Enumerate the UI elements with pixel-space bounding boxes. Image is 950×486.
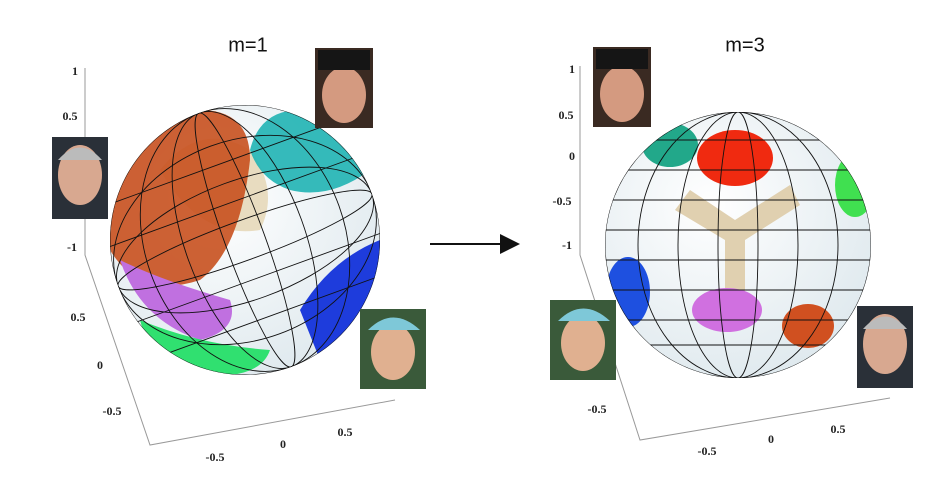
- face-photo: [52, 137, 108, 219]
- axis-tick-label: 0.5: [831, 422, 846, 436]
- axis-tick-label: -0.5: [588, 402, 607, 416]
- axis-tick-label: 0.5: [71, 310, 86, 324]
- axis-tick-label: 0: [97, 358, 103, 372]
- axis-tick-label: 1: [72, 64, 78, 78]
- face-photo: [593, 47, 651, 127]
- face-photo: [315, 48, 373, 128]
- axis-tick-label: 0.5: [559, 108, 574, 122]
- axis-tick-label: -0.5: [698, 444, 717, 458]
- face-photo: [857, 306, 913, 388]
- axis-tick-label: 0: [768, 432, 774, 446]
- axis-tick-label: -0.5: [103, 404, 122, 418]
- axis-tick-label: 1: [569, 62, 575, 76]
- sphere: [605, 112, 871, 378]
- face-photo: [360, 309, 426, 389]
- panel-title: m=1: [228, 34, 267, 56]
- panel-title: m=3: [725, 34, 764, 56]
- axis-tick-label: 0: [569, 149, 575, 163]
- axis-tick-label: 0.5: [63, 109, 78, 123]
- axis-tick-label: 0.5: [338, 425, 353, 439]
- axis-tick-label: -0.5: [553, 194, 572, 208]
- axis-tick-label: 0: [280, 437, 286, 451]
- axis-tick-label: -0.5: [206, 450, 225, 464]
- face-photo: [550, 300, 616, 380]
- axis-tick-label: -1: [562, 238, 572, 252]
- axis-tick-label: -1: [67, 240, 77, 254]
